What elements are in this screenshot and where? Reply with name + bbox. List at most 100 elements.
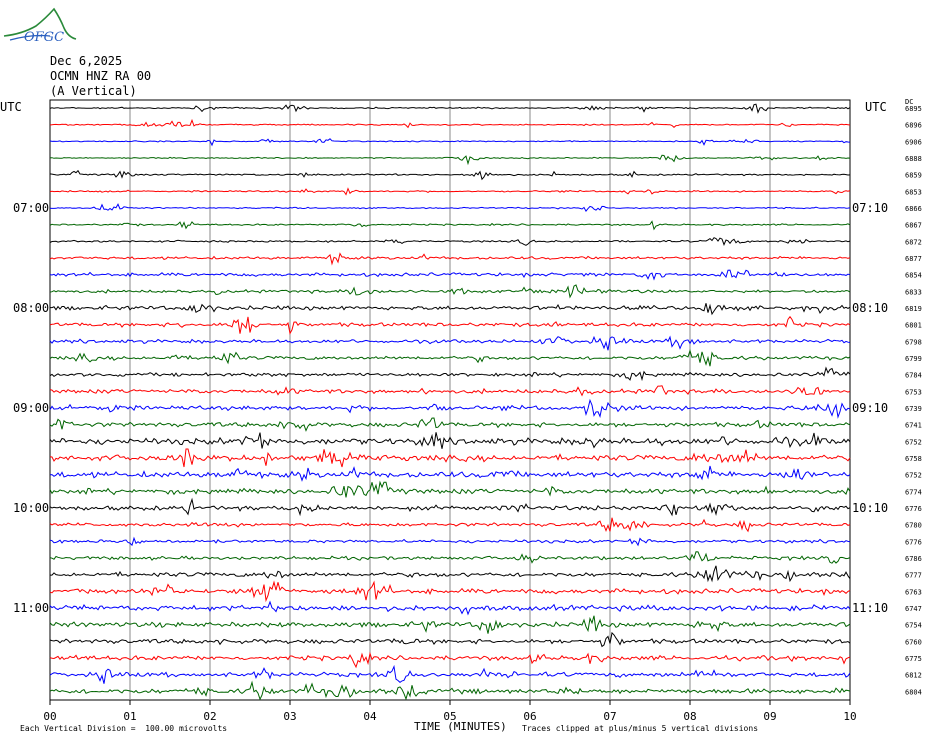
component-label: (A Vertical)	[50, 84, 137, 98]
trace-5	[49, 169, 851, 181]
trace-30	[49, 580, 851, 603]
trace-32	[49, 615, 851, 634]
trace-18	[49, 385, 851, 397]
x-tick-label: 08	[683, 710, 696, 723]
dc-value: 6895	[905, 105, 922, 113]
trace-1	[49, 103, 851, 114]
trace-27	[49, 536, 851, 547]
dc-value: 6859	[905, 172, 922, 180]
dc-value: 6867	[905, 222, 922, 230]
dc-value: 6752	[905, 438, 922, 446]
trace-2	[49, 118, 851, 129]
right-hour-label: 07:10	[852, 201, 888, 215]
left-hour-label: 11:00	[13, 601, 49, 615]
dc-value: 6872	[905, 238, 922, 246]
trace-13	[50, 303, 851, 316]
right-hour-label: 09:10	[852, 401, 888, 415]
clip-note: Traces clipped at plus/minus 5 vertical …	[522, 724, 759, 733]
dc-value: 6776	[905, 538, 922, 546]
x-tick-label: 06	[523, 710, 536, 723]
station-code: OCMN HNZ RA 00	[50, 69, 152, 83]
dc-value: 6798	[905, 338, 922, 346]
trace-20	[49, 417, 851, 432]
trace-34	[49, 651, 851, 669]
left-hour-label: 09:00	[13, 401, 49, 415]
trace-6	[49, 187, 851, 196]
trace-28	[49, 551, 851, 564]
right-hour-label: 08:10	[852, 301, 888, 315]
left-utc-label: UTC	[0, 100, 22, 114]
dc-value: 6752	[905, 472, 922, 480]
ofgc-logo: OFGC	[3, 7, 77, 44]
dc-value: 6747	[905, 605, 922, 613]
trace-14	[49, 315, 851, 335]
x-tick-label: 00	[43, 710, 56, 723]
x-tick-label: 10	[843, 710, 856, 723]
dc-value: 6804	[905, 688, 922, 696]
x-tick-label: 07	[603, 710, 616, 723]
trace-24	[49, 480, 851, 498]
trace-7	[49, 203, 851, 212]
dc-value: 6819	[905, 305, 922, 313]
dc-value: 6754	[905, 622, 922, 630]
trace-19	[49, 398, 851, 419]
dc-value: 6854	[905, 272, 922, 280]
dc-value: 6877	[905, 255, 922, 263]
trace-23	[49, 465, 851, 482]
dc-value: 6812	[905, 672, 922, 680]
dc-header-label: DC	[905, 98, 914, 106]
x-tick-label: 01	[123, 710, 136, 723]
left-hour-label: 08:00	[13, 301, 49, 315]
right-hour-label: 10:10	[852, 501, 888, 515]
dc-value: 6784	[905, 372, 922, 380]
dc-value: 6801	[905, 322, 922, 330]
scale-note: Each Vertical Division = 100.00 microvol…	[20, 724, 228, 733]
chart-date: Dec 6,2025	[50, 54, 123, 68]
trace-17	[49, 366, 851, 382]
dc-value: 6739	[905, 405, 922, 413]
trace-25	[49, 497, 851, 517]
dc-value: 6780	[905, 522, 922, 530]
dc-value: 6853	[905, 188, 922, 196]
trace-31	[49, 600, 851, 616]
trace-3	[49, 138, 851, 147]
dc-value: 6777	[905, 572, 922, 580]
x-tick-label: 04	[363, 710, 377, 723]
trace-11	[49, 269, 851, 281]
x-tick-label: 05	[443, 710, 456, 723]
left-hour-label: 10:00	[13, 501, 49, 515]
x-tick-label: 09	[763, 710, 776, 723]
trace-29	[50, 565, 851, 583]
dc-value: 6741	[905, 422, 922, 430]
right-utc-label: UTC	[865, 100, 887, 114]
dc-value: 6833	[905, 288, 922, 296]
trace-9	[49, 237, 851, 246]
trace-35	[49, 664, 851, 684]
dc-value: 6776	[905, 505, 922, 513]
trace-8	[49, 220, 851, 231]
dc-value: 6888	[905, 155, 922, 163]
dc-value: 6758	[905, 455, 922, 463]
trace-33	[49, 631, 851, 648]
x-axis-label: TIME (MINUTES)	[414, 720, 507, 733]
dc-value: 6775	[905, 655, 922, 663]
trace-12	[49, 284, 851, 299]
dc-value: 6753	[905, 388, 922, 396]
dc-value: 6763	[905, 588, 922, 596]
dc-value: 6786	[905, 555, 922, 563]
x-tick-label: 02	[203, 710, 216, 723]
trace-15	[49, 335, 851, 351]
x-tick-label: 03	[283, 710, 296, 723]
trace-4	[49, 154, 851, 166]
trace-22	[49, 448, 851, 468]
trace-36	[49, 680, 851, 701]
trace-10	[49, 252, 851, 266]
dc-value: 6774	[905, 488, 922, 496]
dc-value: 6760	[905, 638, 922, 646]
trace-26	[49, 517, 851, 533]
dc-value: 6866	[905, 205, 922, 213]
dc-value: 6896	[905, 122, 922, 130]
left-hour-label: 07:00	[13, 201, 49, 215]
dc-value: 6906	[905, 138, 922, 146]
